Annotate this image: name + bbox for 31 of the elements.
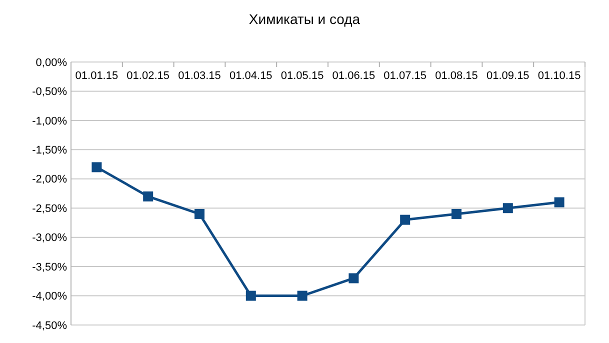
y-tick-label: -4,00% — [32, 290, 68, 303]
x-tick-label: 01.08.15 — [435, 70, 478, 82]
y-tick-label: -3,00% — [32, 232, 68, 244]
y-tick-label: -3,50% — [32, 261, 68, 274]
y-tick-label: 0,00% — [36, 56, 68, 69]
x-tick-label: 01.01.15 — [75, 70, 118, 82]
y-tick-label: -2,50% — [32, 202, 68, 215]
x-tick-label: 01.07.15 — [384, 70, 427, 82]
point — [348, 273, 359, 284]
x-tick-label: 01.03.15 — [178, 70, 221, 82]
x-tick-label: 01.10.15 — [538, 70, 581, 82]
x-tick-label: 01.04.15 — [229, 70, 272, 82]
point — [554, 197, 564, 208]
y-tick-label: -4,50% — [32, 320, 68, 332]
y-tick-label: -1,00% — [32, 115, 68, 128]
y-tick-label: -2,00% — [32, 174, 68, 186]
point — [143, 191, 154, 202]
point — [400, 214, 410, 225]
point — [246, 290, 256, 301]
chart-title: Химикаты и сода — [248, 11, 360, 27]
point — [92, 162, 102, 172]
point — [194, 208, 204, 219]
point — [297, 290, 308, 301]
point — [452, 208, 462, 219]
x-tick-label: 01.09.15 — [486, 70, 530, 82]
point — [502, 203, 513, 214]
y-tick-label: -0,50% — [32, 86, 68, 98]
y-tick-label: -1,50% — [32, 144, 68, 157]
x-tick-label: 01.05.15 — [280, 70, 324, 82]
x-tick-label: 01.02.15 — [126, 70, 170, 82]
x-tick-label: 01.06.15 — [332, 70, 376, 82]
